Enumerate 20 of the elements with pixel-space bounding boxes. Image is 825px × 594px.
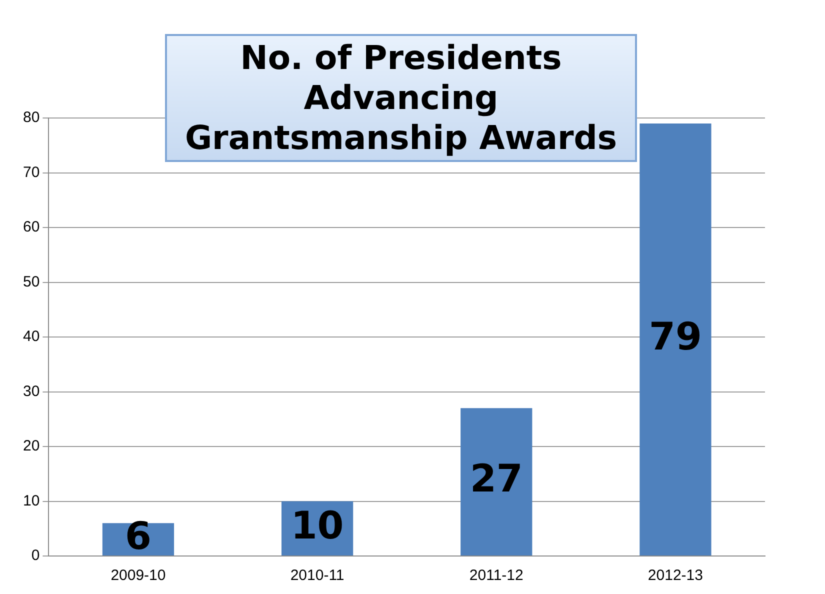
x-tick-label: 2010-11	[290, 567, 344, 584]
y-tick-label: 30	[22, 382, 40, 400]
chart-title: No. of Presidents Advancing Grantsmanship Awards	[165, 34, 637, 162]
x-tick-label: 2011-12	[469, 567, 524, 584]
y-tick-label: 20	[22, 438, 40, 455]
data-label: 6	[124, 514, 152, 558]
y-tick-label: 60	[22, 218, 40, 236]
y-tick-label: 70	[22, 164, 40, 181]
bar	[460, 408, 532, 556]
x-tick-label: 2012-13	[648, 567, 703, 584]
x-tick-label: 2009-10	[110, 567, 166, 584]
y-tick-label: 80	[22, 109, 40, 126]
y-tick-label: 0	[31, 547, 40, 564]
data-label: 27	[470, 456, 523, 501]
data-label: 10	[290, 503, 344, 548]
y-tick-label: 10	[22, 492, 40, 510]
y-tick-label: 50	[22, 273, 40, 290]
data-label: 79	[649, 314, 702, 358]
y-tick-label: 40	[22, 328, 40, 346]
bar	[640, 123, 712, 556]
